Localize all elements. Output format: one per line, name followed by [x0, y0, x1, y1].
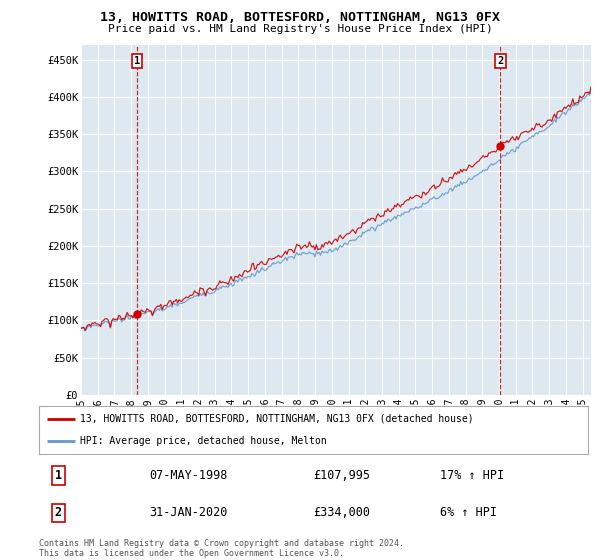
Text: 1: 1 [134, 56, 140, 66]
Text: This data is licensed under the Open Government Licence v3.0.: This data is licensed under the Open Gov… [39, 549, 344, 558]
Text: 07-MAY-1998: 07-MAY-1998 [149, 469, 227, 482]
Text: Contains HM Land Registry data © Crown copyright and database right 2024.: Contains HM Land Registry data © Crown c… [39, 539, 404, 548]
Text: 1: 1 [55, 469, 62, 482]
Text: 13, HOWITTS ROAD, BOTTESFORD, NOTTINGHAM, NG13 0FX (detached house): 13, HOWITTS ROAD, BOTTESFORD, NOTTINGHAM… [80, 414, 474, 424]
Text: 6% ↑ HPI: 6% ↑ HPI [440, 506, 497, 520]
Text: 2: 2 [55, 506, 62, 520]
Text: 31-JAN-2020: 31-JAN-2020 [149, 506, 227, 520]
Text: £334,000: £334,000 [314, 506, 371, 520]
Text: £107,995: £107,995 [314, 469, 371, 482]
Text: 2: 2 [497, 56, 503, 66]
Text: 17% ↑ HPI: 17% ↑ HPI [440, 469, 504, 482]
Text: HPI: Average price, detached house, Melton: HPI: Average price, detached house, Melt… [80, 436, 327, 446]
Text: 13, HOWITTS ROAD, BOTTESFORD, NOTTINGHAM, NG13 0FX: 13, HOWITTS ROAD, BOTTESFORD, NOTTINGHAM… [100, 11, 500, 24]
Text: Price paid vs. HM Land Registry's House Price Index (HPI): Price paid vs. HM Land Registry's House … [107, 24, 493, 34]
